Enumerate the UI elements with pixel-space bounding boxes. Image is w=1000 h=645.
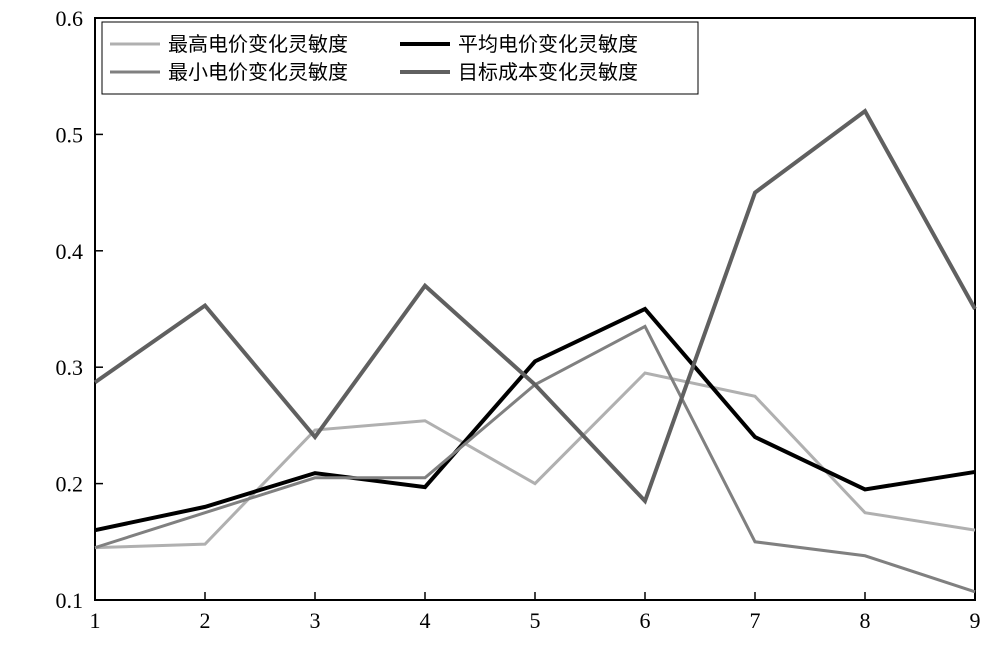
x-tick-label: 5: [530, 608, 541, 633]
chart-svg: 1 2 3 4 5 6 7 8 9 0.1 0.2 0.3 0.4 0.5 0.6 最高电价变化灵敏度 平均电价…: [0, 0, 1000, 645]
x-tick-label: 8: [860, 608, 871, 633]
x-tick-label: 6: [640, 608, 651, 633]
sensitivity-line-chart: 1 2 3 4 5 6 7 8 9 0.1 0.2 0.3 0.4 0.5 0.6 最高电价变化灵敏度 平均电价…: [0, 0, 1000, 645]
legend-label: 目标成本变化灵敏度: [458, 61, 638, 84]
x-tick-label: 3: [310, 608, 321, 633]
y-tick-label: 0.6: [56, 6, 84, 31]
x-tick-label: 1: [90, 608, 101, 633]
legend-label: 平均电价变化灵敏度: [458, 33, 638, 56]
y-tick-label: 0.2: [56, 472, 84, 497]
x-tick-label: 9: [970, 608, 981, 633]
y-tick-label: 0.3: [56, 355, 84, 380]
y-tick-label: 0.5: [56, 122, 84, 147]
x-tick-label: 4: [420, 608, 431, 633]
y-tick-label: 0.1: [56, 588, 84, 613]
legend-label: 最高电价变化灵敏度: [168, 33, 348, 56]
y-tick-label: 0.4: [56, 239, 84, 264]
x-tick-label: 7: [750, 608, 761, 633]
x-tick-label: 2: [200, 608, 211, 633]
legend-label: 最小电价变化灵敏度: [168, 61, 348, 84]
